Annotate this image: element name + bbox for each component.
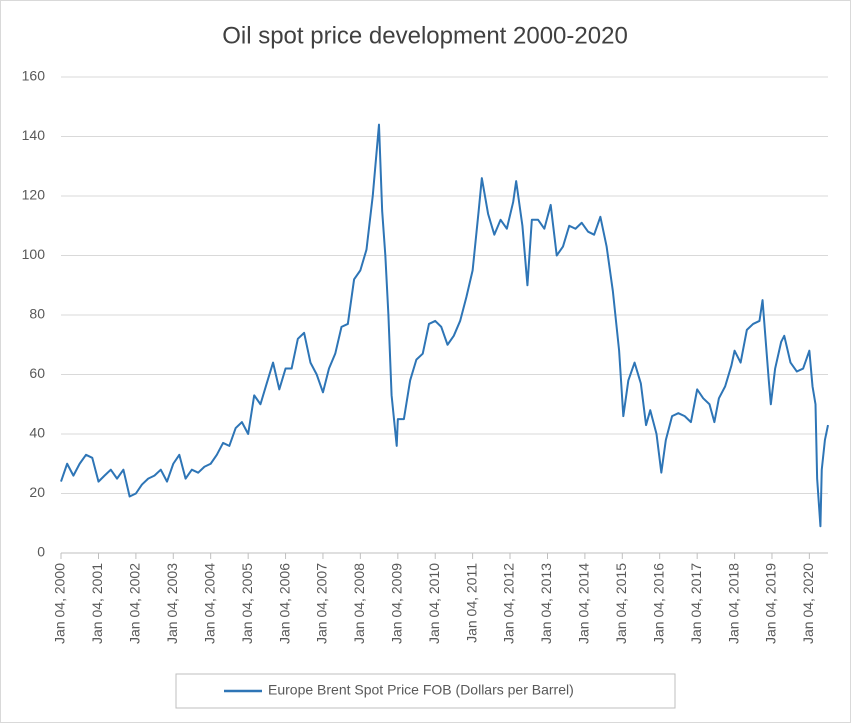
- x-tick-label: Jan 04, 2020: [800, 563, 816, 644]
- x-tick-label: Jan 04, 2003: [164, 563, 180, 644]
- x-tick-label: Jan 04, 2008: [351, 563, 367, 644]
- x-tick-label: Jan 04, 2012: [501, 563, 517, 644]
- y-tick-label: 60: [29, 365, 45, 381]
- data-line: [60, 123, 829, 528]
- x-tick-label: Jan 04, 2014: [576, 563, 592, 644]
- x-tick-label: Jan 04, 2016: [650, 563, 666, 644]
- y-tick-label: 140: [22, 127, 46, 143]
- x-tick-label: Jan 04, 2019: [763, 563, 779, 644]
- x-tick-label: Jan 04, 2018: [725, 563, 741, 644]
- x-tick-label: Jan 04, 2007: [314, 563, 330, 644]
- y-tick-label: 0: [37, 544, 45, 560]
- x-tick-label: Jan 04, 2004: [201, 563, 217, 644]
- x-tick-label: Jan 04, 2017: [688, 563, 704, 644]
- y-tick-label: 40: [29, 425, 45, 441]
- x-tick-label: Jan 04, 2002: [127, 563, 143, 644]
- x-tick-label: Jan 04, 2006: [276, 563, 292, 644]
- x-tick-label: Jan 04, 2015: [613, 563, 629, 644]
- chart-title: Oil spot price development 2000-2020: [222, 22, 628, 49]
- x-tick-label: Jan 04, 2009: [389, 563, 405, 644]
- y-tick-label: 160: [22, 68, 46, 84]
- y-tick-label: 20: [29, 484, 45, 500]
- x-tick-label: Jan 04, 2013: [538, 563, 554, 644]
- y-tick-label: 80: [29, 306, 45, 322]
- x-tick-label: Jan 04, 2005: [239, 563, 255, 644]
- y-tick-label: 120: [22, 187, 46, 203]
- legend-label: Europe Brent Spot Price FOB (Dollars per…: [268, 682, 574, 698]
- x-tick-label: Jan 04, 2011: [463, 563, 479, 643]
- y-tick-label: 100: [22, 246, 46, 262]
- x-tick-label: Jan 04, 2000: [52, 563, 68, 644]
- x-tick-label: Jan 04, 2010: [426, 563, 442, 644]
- x-tick-label: Jan 04, 2001: [89, 563, 105, 644]
